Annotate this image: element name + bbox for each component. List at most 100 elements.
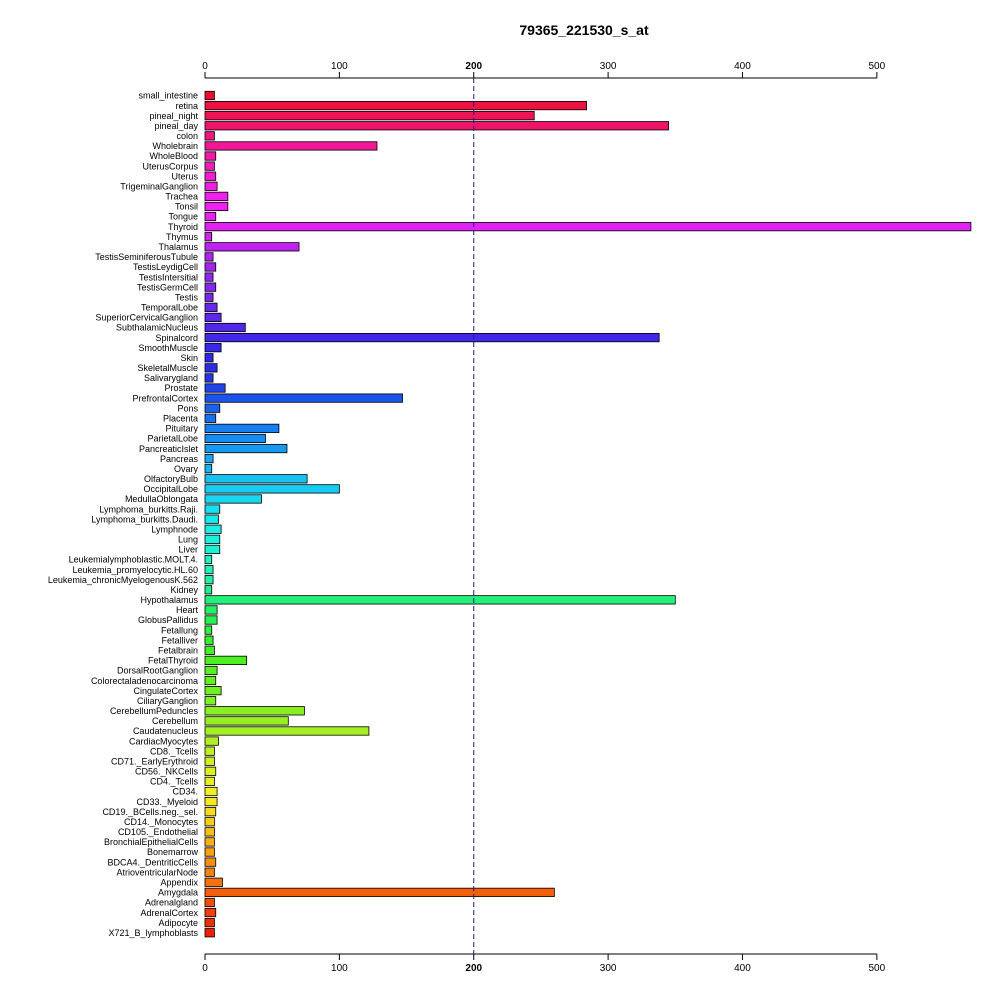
- bar-Tongue: [204, 211, 217, 222]
- bar-Pituitary: [204, 423, 280, 433]
- category-label: Kidney: [170, 585, 198, 595]
- bar-Liver: [204, 544, 221, 555]
- bar-Thymus: [204, 232, 213, 242]
- category-label: PrefrontalCortex: [132, 393, 198, 403]
- bar-BDCA4._DentriticCells: [204, 857, 217, 867]
- category-label: small_intestine: [138, 91, 198, 101]
- bar-Fetalbrain: [204, 645, 215, 655]
- category-label: Leukemia_promyelocytic.HL.60: [72, 565, 198, 575]
- tick-label: 300: [600, 963, 617, 974]
- bar-retina: [204, 100, 588, 111]
- bar-AtrioventricularNode: [204, 867, 215, 877]
- category-label: Tongue: [168, 212, 198, 222]
- category-label: pineal_night: [149, 111, 198, 121]
- category-label: SuperiorCervicalGanglion: [95, 313, 198, 323]
- category-label: Appendix: [160, 877, 198, 887]
- category-label: Leukemialymphoblastic.MOLT.4.: [69, 555, 198, 565]
- bar-Lung: [204, 534, 221, 544]
- bar-Leukemia_chronicMyelogenousK.562: [204, 575, 214, 585]
- category-label: GlobusPallidus: [138, 615, 199, 625]
- bar-CD8._Tcells: [204, 746, 215, 756]
- bar-CD19._BCells.neg._sel.: [204, 807, 217, 817]
- bar-MedullaOblongata: [204, 494, 262, 504]
- category-label: Lymphoma_burkitts.Raji.: [99, 504, 198, 514]
- category-label: Hypothalamus: [140, 595, 198, 605]
- bar-colon: [204, 131, 215, 141]
- category-label: colon: [176, 131, 198, 141]
- tick-label: 500: [869, 61, 886, 72]
- category-label: Pons: [177, 403, 198, 413]
- bar-TestisGermCell: [204, 282, 217, 292]
- category-label: OlfactoryBulb: [144, 474, 198, 484]
- tick-label: 100: [331, 61, 348, 72]
- category-label: Amygdala: [158, 888, 198, 898]
- category-label: Testis: [175, 292, 199, 302]
- tick-label: 0: [202, 61, 208, 72]
- bar-Salivarygland: [204, 373, 214, 383]
- bar-Leukemialymphoblastic.MOLT.4.: [204, 554, 213, 565]
- category-label: AdrenalCortex: [140, 908, 198, 918]
- category-label: pineal_day: [154, 121, 198, 131]
- bar-PancreaticIslet: [204, 443, 288, 454]
- category-label: SubthalamicNucleus: [116, 323, 199, 333]
- bar-CD56._NKCells: [204, 766, 217, 776]
- bar-Lymphoma_burkitts.Raji.: [204, 504, 221, 514]
- bar-CD34.: [204, 786, 218, 797]
- bar-PrefrontalCortex: [204, 393, 403, 403]
- bar-TestisLeydigCell: [204, 262, 217, 272]
- category-label: retina: [175, 101, 198, 111]
- bar-Wholebrain: [204, 141, 378, 151]
- category-label: CardiacMyocytes: [129, 736, 199, 746]
- bar-TrigeminalGanglion: [204, 181, 218, 191]
- tick-label: 400: [734, 963, 751, 974]
- bar-CardiacMyocytes: [204, 736, 219, 746]
- bar-AdrenalCortex: [204, 907, 217, 918]
- category-label: CiliaryGanglion: [137, 696, 198, 706]
- category-label: Skin: [180, 353, 198, 363]
- bar-FetalThyroid: [204, 655, 248, 665]
- bar-WholeBlood: [204, 151, 217, 161]
- category-label: SkeletalMuscle: [137, 363, 198, 373]
- bar-DorsalRootGanglion: [204, 665, 218, 676]
- category-label: CD8._Tcells: [150, 746, 199, 756]
- bar-Adrenalgland: [204, 897, 215, 908]
- category-label: CD4._Tcells: [150, 777, 199, 787]
- bar-CD71._EarlyErythroid: [204, 756, 215, 766]
- category-label: Trachea: [165, 192, 198, 202]
- bar-small_intestine: [204, 90, 215, 101]
- category-label: TestisIntersitial: [139, 272, 198, 282]
- bar-TestisIntersitial: [204, 272, 214, 282]
- bar-SmoothMuscle: [204, 343, 222, 353]
- category-label: CD33._Myeloid: [136, 797, 198, 807]
- bar-Pons: [204, 403, 221, 413]
- bar-CingulateCortex: [204, 686, 222, 696]
- category-label: Colorectaladenocarcinoma: [91, 676, 198, 686]
- category-label: Cerebellum: [152, 716, 198, 726]
- bar-SuperiorCervicalGanglion: [204, 312, 222, 323]
- bar-ParietalLobe: [204, 433, 266, 444]
- bar-Fetalliver: [204, 635, 214, 645]
- bar-CD33._Myeloid: [204, 796, 218, 807]
- x-axis-top: 0 100 200 300 400 500: [202, 61, 886, 79]
- bar-Caudatenucleus: [204, 726, 370, 736]
- category-label: WholeBlood: [149, 151, 198, 161]
- category-label: Lung: [178, 535, 198, 545]
- category-label: CerebellumPeduncles: [110, 706, 199, 716]
- category-label: Thalamus: [158, 242, 198, 252]
- category-label: TemporalLobe: [141, 303, 198, 313]
- bar-CD105._Endothelial: [204, 827, 215, 837]
- bar-Spinalcord: [204, 332, 660, 343]
- bar-Kidney: [204, 585, 213, 595]
- category-label: Fetalliver: [161, 635, 198, 645]
- bar-Bonemarrow: [204, 847, 215, 857]
- bar-Ovary: [204, 464, 213, 474]
- chart-title: 79365_221530_s_at: [519, 22, 649, 38]
- category-label: TestisLeydigCell: [133, 262, 198, 272]
- bar-Adipocyte: [204, 918, 215, 928]
- bar-pineal_night: [204, 111, 535, 121]
- category-label: CD56._NKCells: [135, 767, 199, 777]
- category-label: Thyroid: [168, 222, 198, 232]
- category-label: Ovary: [174, 464, 199, 474]
- bar-Trachea: [204, 191, 229, 201]
